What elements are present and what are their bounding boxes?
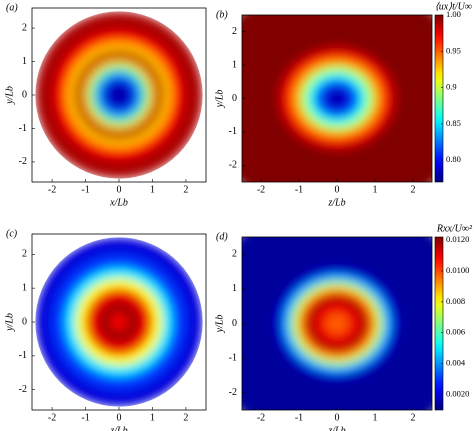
heatmap-field <box>242 15 432 182</box>
x-tick-label: -1 <box>295 412 303 423</box>
y-tick-label: -2 <box>19 384 27 395</box>
y-tick-label: 1 <box>232 59 237 70</box>
colorbar-tick-label: 0.85 <box>446 118 461 128</box>
y-tick-label: -1 <box>229 352 237 363</box>
colorbar-tick-label: 0.80 <box>446 154 461 164</box>
y-axis-label: y/Lb <box>4 313 15 332</box>
colorbar-tick-label: 0.95 <box>446 45 461 55</box>
y-tick-label: -2 <box>19 156 27 167</box>
x-tick-label: 1 <box>150 412 155 423</box>
y-tick-label: -2 <box>229 160 237 171</box>
heatmap-field <box>242 237 432 410</box>
x-tick-label: 1 <box>373 184 378 195</box>
heatmap-field <box>35 237 203 407</box>
y-tick-label: 2 <box>232 26 237 37</box>
x-tick-label: 1 <box>373 412 378 423</box>
y-axis-label: y/Lb <box>4 86 15 105</box>
colorbar <box>434 14 444 183</box>
y-tick-label: 1 <box>232 283 237 294</box>
y-tick-label: 2 <box>22 249 27 260</box>
y-tick-label: 0 <box>232 318 237 329</box>
colorbar-tick-label: 0.0100 <box>446 265 469 275</box>
x-tick-label: -2 <box>48 412 56 423</box>
x-tick-label: -1 <box>81 184 89 195</box>
y-tick-label: 0 <box>22 316 27 327</box>
x-tick-label: 0 <box>335 412 340 423</box>
heatmap <box>35 11 203 179</box>
colorbar-tick-label: 0.0020 <box>446 389 469 399</box>
heatmap-field <box>35 11 203 179</box>
colorbar-tick-label: 0.006 <box>446 327 465 337</box>
x-tick-label: 0 <box>117 184 122 195</box>
x-tick-label: -2 <box>48 184 56 195</box>
x-axis-label: z/Lb <box>327 425 345 431</box>
panel-label: (a) <box>6 2 18 13</box>
colorbar-tick-label: 0.9 <box>446 82 457 92</box>
x-axis-label: z/Lb <box>327 197 345 208</box>
colorbar-tick-label: 0.004 <box>446 358 466 368</box>
heatmap <box>242 15 432 182</box>
x-tick-label: 0 <box>117 412 122 423</box>
heatmap <box>242 237 432 410</box>
contour-band <box>108 311 130 333</box>
heatmap <box>35 237 203 407</box>
contour-band <box>329 91 345 106</box>
x-tick-label: 2 <box>411 412 416 423</box>
colorbar-label: ⟨ux⟩t/U∞ <box>435 1 472 12</box>
x-tick-label: -1 <box>295 184 303 195</box>
y-tick-label: -1 <box>229 126 237 137</box>
y-tick-label: -1 <box>19 350 27 361</box>
x-tick-label: -2 <box>257 184 265 195</box>
y-tick-label: 0 <box>232 93 237 104</box>
y-tick-label: 0 <box>22 89 27 100</box>
x-tick-label: 0 <box>335 184 340 195</box>
y-tick-label: 1 <box>22 56 27 67</box>
y-tick-label: 2 <box>22 22 27 33</box>
colorbar-label: Rxx/U∞² <box>436 223 473 234</box>
y-tick-label: 2 <box>232 249 237 260</box>
x-tick-label: 2 <box>183 412 188 423</box>
x-tick-label: -1 <box>81 412 89 423</box>
x-tick-label: 2 <box>411 184 416 195</box>
x-tick-label: -2 <box>257 412 265 423</box>
contour-band <box>108 84 130 106</box>
x-axis-label: z/Lb <box>109 425 127 431</box>
panel-label: (d) <box>216 231 228 242</box>
panel-label: (c) <box>6 228 18 239</box>
colorbar-tick-label: 0.008 <box>446 296 465 306</box>
panel-label: (b) <box>216 9 228 20</box>
colorbar-tick-label: 0.0120 <box>446 234 469 244</box>
contour-band <box>325 313 349 334</box>
y-axis-label: y/Lb <box>214 315 225 334</box>
colorbar <box>434 236 444 411</box>
colorbar-tick-label: 1.00 <box>446 9 461 19</box>
x-tick-label: 2 <box>183 184 188 195</box>
y-tick-label: -1 <box>19 123 27 134</box>
y-axis-label: y/Lb <box>214 90 225 109</box>
x-tick-label: 1 <box>150 184 155 195</box>
x-axis-label: x/Lb <box>109 197 128 208</box>
y-tick-label: 1 <box>22 282 27 293</box>
y-tick-label: -2 <box>229 387 237 398</box>
